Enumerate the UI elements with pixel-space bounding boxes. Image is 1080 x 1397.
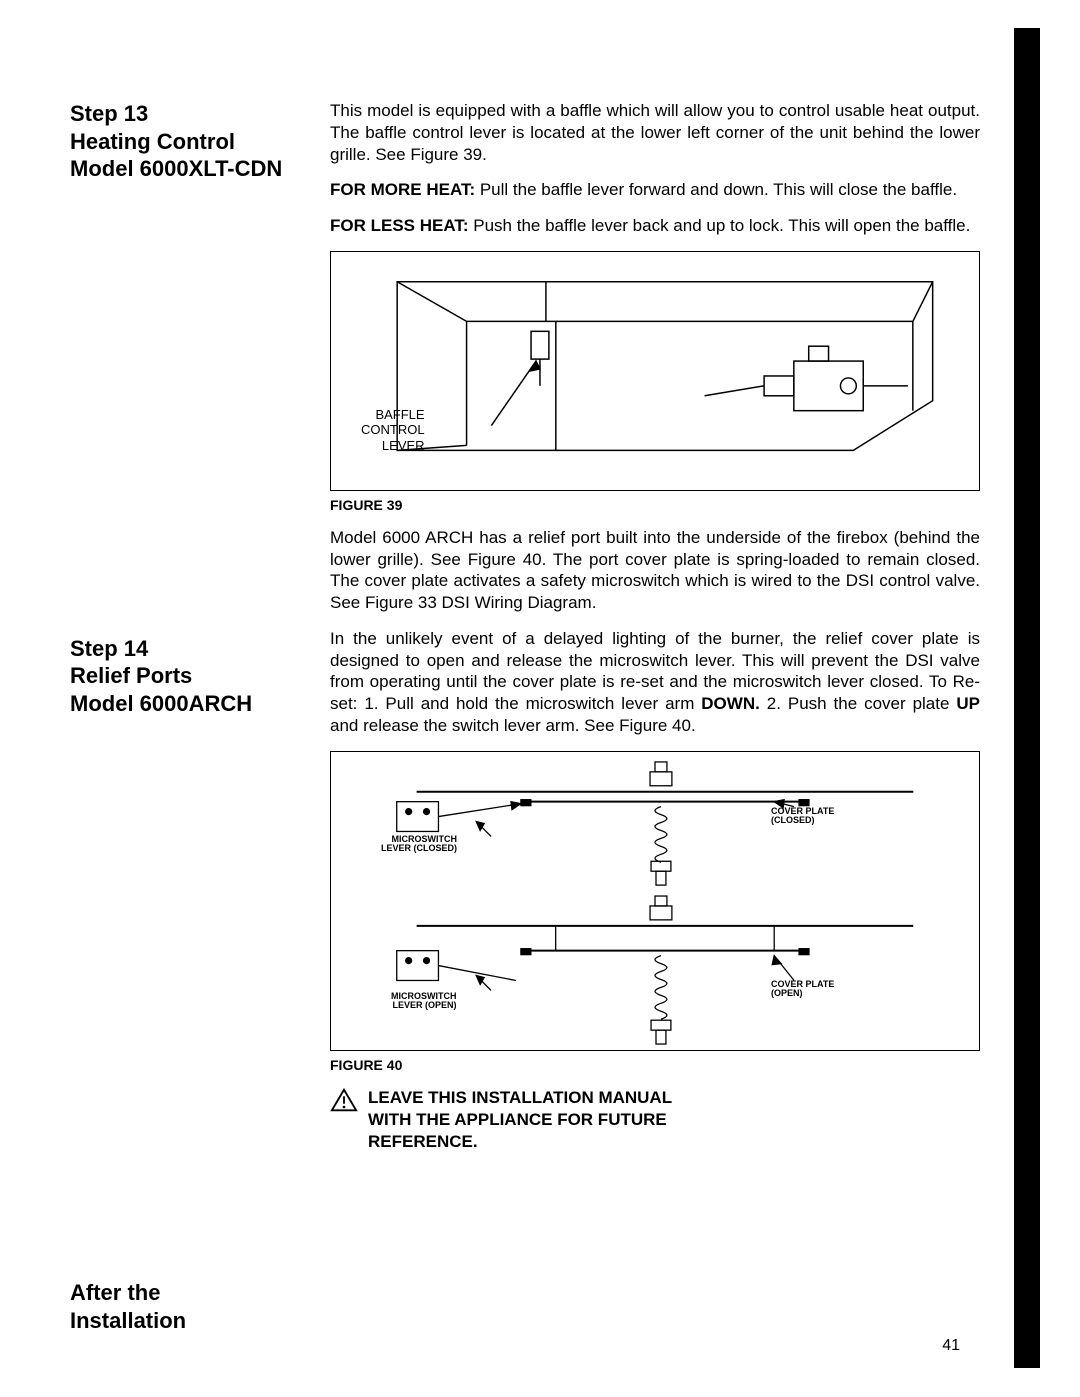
step14-line1: Step 14 (70, 635, 330, 663)
step13-line1: Step 13 (70, 100, 330, 128)
fig40-cp-closed: COVER PLATE (CLOSED) (771, 807, 834, 827)
step13-p2-lead: FOR MORE HEAT: (330, 180, 475, 199)
figure-40-caption: FIGURE 40 (330, 1057, 980, 1073)
fig39-label-l1: BAFFLE (361, 407, 425, 423)
step14-line2: Relief Ports (70, 662, 330, 690)
after-line2: Installation (70, 1307, 330, 1335)
fig40-ms-closed: MICROSWITCH LEVER (CLOSED) (381, 835, 457, 855)
step13-p3: FOR LESS HEAT: Push the baffle lever bac… (330, 215, 980, 237)
right-column: This model is equipped with a baffle whi… (330, 100, 1010, 1334)
step13-line3: Model 6000XLT-CDN (70, 155, 330, 183)
left-column: Step 13 Heating Control Model 6000XLT-CD… (70, 100, 330, 1334)
fig40-cp-open-l2: (OPEN) (771, 989, 834, 999)
step13-line2: Heating Control (70, 128, 330, 156)
step14-p2c: 2. Push the cover plate (760, 694, 957, 713)
fig39-label-l3: LEVER (361, 438, 425, 454)
step14-line3: Model 6000ARCH (70, 690, 330, 718)
page-content: Step 13 Heating Control Model 6000XLT-CD… (0, 0, 1080, 1374)
fig40-cp-closed-l2: (CLOSED) (771, 816, 834, 826)
step14-heading: Step 14 Relief Ports Model 6000ARCH (70, 635, 330, 718)
side-black-bar (1014, 28, 1040, 1368)
warning-l2: WITH THE APPLIANCE FOR FUTURE (368, 1109, 672, 1131)
warning-l3: REFERENCE. (368, 1131, 672, 1153)
figure-39-caption: FIGURE 39 (330, 497, 980, 513)
fig40-ms-closed-l2: LEVER (CLOSED) (381, 844, 457, 854)
warning-row: LEAVE THIS INSTALLATION MANUAL WITH THE … (330, 1087, 980, 1153)
fig40-ms-open: MICROSWITCH LEVER (OPEN) (391, 992, 457, 1012)
step14-p2: In the unlikely event of a delayed light… (330, 628, 980, 737)
step13-p3-rest: Push the baffle lever back and up to loc… (469, 216, 971, 235)
step13-p1: This model is equipped with a baffle whi… (330, 100, 980, 165)
warning-l1: LEAVE THIS INSTALLATION MANUAL (368, 1087, 672, 1109)
figure-39-label: BAFFLE CONTROL LEVER (361, 407, 425, 454)
fig40-cp-open: COVER PLATE (OPEN) (771, 980, 834, 1000)
figure-39-svg (331, 252, 979, 490)
step14-p1: Model 6000 ARCH has a relief port built … (330, 527, 980, 614)
figure-39: BAFFLE CONTROL LEVER (330, 251, 980, 491)
step13-p3-lead: FOR LESS HEAT: (330, 216, 469, 235)
warning-text: LEAVE THIS INSTALLATION MANUAL WITH THE … (368, 1087, 672, 1153)
fig39-label-l2: CONTROL (361, 422, 425, 438)
step14-p2d: UP (956, 694, 980, 713)
page-number: 41 (942, 1337, 960, 1355)
step13-heading: Step 13 Heating Control Model 6000XLT-CD… (70, 100, 330, 183)
figure-40: MICROSWITCH LEVER (CLOSED) COVER PLATE (… (330, 751, 980, 1051)
step14-p2b: DOWN. (701, 694, 760, 713)
after-line1: After the (70, 1279, 330, 1307)
after-heading: After the Installation (70, 1279, 330, 1334)
step14-p2e: and release the switch lever arm. See Fi… (330, 716, 696, 735)
step13-p2-rest: Pull the baffle lever forward and down. … (475, 180, 957, 199)
step13-p2: FOR MORE HEAT: Pull the baffle lever for… (330, 179, 980, 201)
fig40-ms-open-l2: LEVER (OPEN) (391, 1001, 457, 1011)
warning-icon (330, 1087, 358, 1118)
